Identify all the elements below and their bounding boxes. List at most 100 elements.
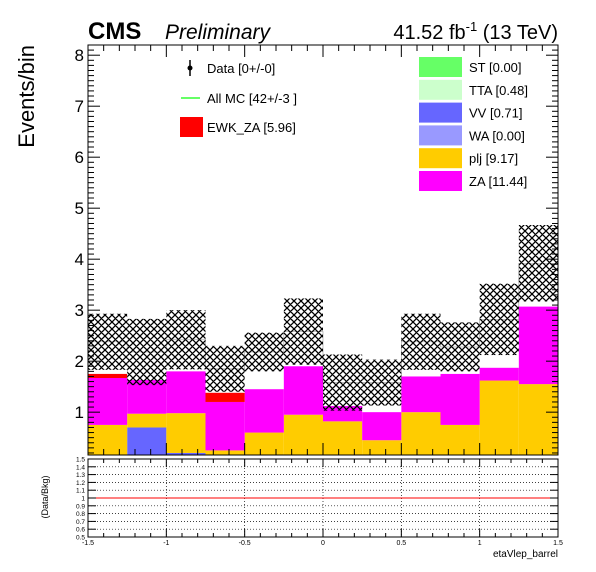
legend-swatch-vv [419,102,462,123]
legend-right: ST [0.00] TTA [0.48] VV [0.71] WA [0.00] plj… [419,57,528,191]
y-axis-label: Events/bin [14,45,39,148]
legend-ewk-za-swatch [180,117,203,137]
uncertainty-bin-4 [244,332,284,372]
bar-za-bin-3 [205,401,245,451]
bar-ewk-za-bin-3 [205,392,245,402]
status-label: Preliminary [165,21,272,44]
bar-za-bin-11 [518,306,558,385]
y-tick-label-4: 4 [75,250,84,269]
bar-za-bin-4 [244,389,284,433]
bar-plj-bin-1 [127,413,167,428]
y-tick-label-6: 6 [75,148,84,167]
bar-plj-bin-2 [166,413,206,453]
y-tick-label-3: 3 [75,301,84,320]
bar-za-bin-9 [440,373,480,425]
uncertainty-bin-1 [127,318,167,386]
uncertainty-bin-5 [283,298,323,365]
legend-swatch-za [419,171,462,191]
ratio-y-tick-label: 0.6 [76,527,85,534]
ratio-y-tick-label: 0.5 [76,535,85,542]
y-tick-label-5: 5 [75,199,84,218]
luminosity-label: 41.52 fb-1 (13 TeV) [393,19,558,44]
ratio-x-tick-label: 0 [321,540,325,547]
legend-swatch-plj [419,148,462,169]
bar-za-bin-1 [127,380,167,414]
uncertainty-bin-11 [518,225,558,302]
mc-total-outline [88,262,558,383]
bar-plj-bin-9 [440,424,480,455]
stacked-bars [88,306,558,455]
mc-total-line [88,262,558,383]
bar-za-bin-5 [283,366,323,415]
bar-plj-bin-7 [362,440,402,455]
bar-plj-bin-4 [244,432,284,455]
ratio-y-tick-label: 1.5 [76,457,85,464]
uncertainty-bin-10 [479,283,519,356]
bar-vv-bin-1 [127,427,167,455]
ratio-y-tick-label: 1.4 [76,464,85,471]
legend-label-plj: plj [9.17] [469,151,518,166]
ratio-y-tick-label: 0.8 [76,511,85,518]
ratio-x-tick-label: 1.5 [553,540,563,547]
ratio-x-tick-label: -1.5 [82,540,94,547]
bar-plj-bin-8 [401,412,441,455]
bar-za-bin-8 [401,376,441,413]
legend-left-label-0: Data [0+/-0] [207,61,275,76]
bar-za-bin-2 [166,371,206,414]
legend-swatch-st [419,57,462,77]
uncertainty-bin-8 [401,313,441,370]
ratio-y-tick-label: 0.9 [76,503,85,510]
legend-label-za: ZA [11.44] [469,174,527,189]
y-tick-label-1: 1 [75,403,84,422]
main-axes: 1 2 3 4 5 6 7 8 [75,45,559,455]
legend-left: Data [0+/-0] All MC [42+/-3 ] EWK_ZA [5.96… [180,60,297,137]
legend-data-marker [187,65,193,71]
uncertainty-bin-7 [362,359,402,406]
ratio-x-tick-label: 1 [478,540,482,547]
uncertainty-bin-3 [205,345,245,392]
lumi-exponent: -1 [466,19,478,34]
y-tick-label-7: 7 [75,97,84,116]
ratio-y-tick-label: 1 [81,496,85,503]
bar-vv-bin-2 [166,452,206,455]
ratio-x-tick-label: 0.5 [396,540,406,547]
ratio-x-tick-label: -0.5 [239,540,251,547]
uncertainty-bin-9 [440,322,480,372]
ratio-y-tick-label: 1.3 [76,472,85,479]
uncertainty-bin-6 [323,354,363,411]
y-tick-label-2: 2 [75,352,84,371]
ratio-y-axis-label: (Data/Bkg) [40,475,50,518]
ratio-x-tick-label: -1 [163,540,169,547]
legend-label-vv: VV [0.71] [469,106,522,121]
bar-plj-bin-6 [323,421,363,455]
uncertainty-bin-2 [166,310,206,370]
lumi-value: 41.52 fb [393,22,465,44]
legend-left-label-1: All MC [42+/-3 ] [207,91,297,106]
legend-label-tta: TTA [0.48] [469,83,528,98]
x-axis-label: etaVlep_barrel [493,549,558,560]
ratio-grid [88,459,558,537]
bar-za-bin-7 [362,412,402,441]
y-tick-label-8: 8 [75,46,84,65]
legend-left-label-2: EWK_ZA [5.96] [207,120,296,135]
bar-plj-bin-11 [518,384,558,455]
legend-swatch-tta [419,79,462,100]
experiment-label: CMS [88,18,141,45]
bar-plj-bin-10 [479,380,519,455]
ratio-y-tick-label: 1.2 [76,480,85,487]
mc-uncertainty-band [88,225,558,411]
ratio-y-tick-label: 1.1 [76,488,85,495]
ratio-axes: 0.50.60.70.80.911.11.21.31.41.5-1.5 -1 -0.… [76,457,563,548]
energy-label: (13 TeV) [477,22,558,44]
bar-za-bin-10 [479,367,519,381]
legend-label-st: ST [0.00] [469,60,522,75]
bar-plj-bin-3 [205,450,245,455]
bar-plj-bin-5 [283,414,323,455]
legend-label-wa: WA [0.00] [469,128,525,143]
legend-swatch-wa [419,125,462,146]
bar-plj-bin-0 [88,424,128,455]
bar-za-bin-0 [88,377,128,425]
ratio-y-tick-label: 0.7 [76,519,85,526]
bar-ewk-za-bin-0 [88,373,128,378]
